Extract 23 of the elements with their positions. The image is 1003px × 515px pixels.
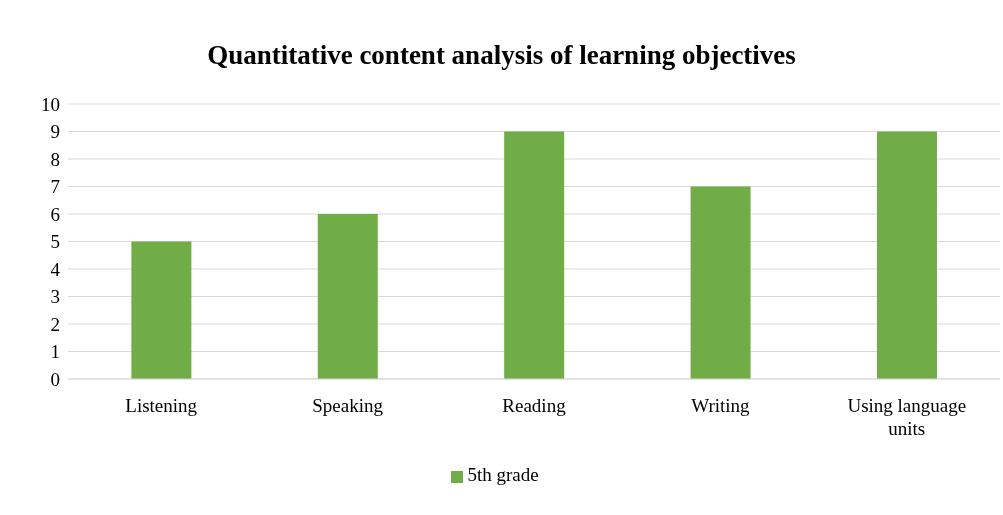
y-tick-label: 4: [50, 258, 61, 280]
bar: [876, 131, 937, 379]
x-tick-label: Speaking: [312, 395, 384, 417]
x-tick-label: Listening: [125, 395, 198, 417]
x-tick-label: Writing: [691, 395, 751, 417]
y-tick-label: 5: [50, 231, 60, 253]
y-tick-label: 0: [50, 368, 60, 390]
legend-label: 5th grade: [467, 464, 539, 485]
y-tick-label: 1: [50, 341, 60, 363]
bar: [504, 131, 565, 379]
y-tick-label: 7: [50, 176, 60, 198]
y-tick-label: 8: [50, 148, 60, 170]
x-tick-label: Using language units: [847, 395, 967, 439]
y-tick-label: 10: [41, 93, 60, 115]
bar: [131, 241, 192, 379]
bar: [317, 214, 378, 379]
y-tick-label: 9: [50, 121, 60, 143]
y-tick-label: 2: [50, 313, 60, 335]
chart-title: Quantitative content analysis of learning objectives: [206, 39, 797, 72]
bar: [690, 186, 751, 379]
x-tick-label: Reading: [502, 395, 567, 417]
y-tick-label: 6: [50, 203, 60, 225]
y-tick-label: 3: [50, 286, 60, 308]
